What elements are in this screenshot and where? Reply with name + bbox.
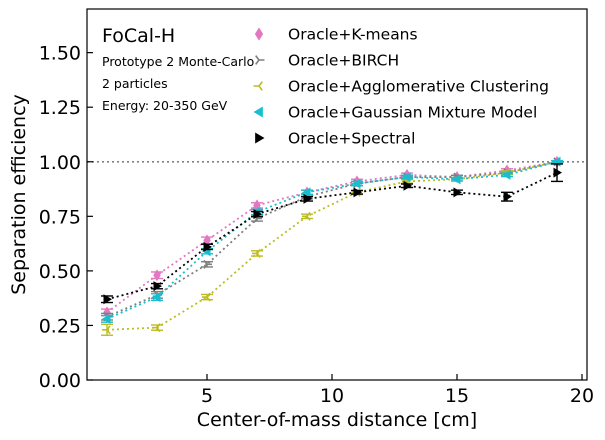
legend-label: Oracle+BIRCH [288,52,399,70]
series-line [106,160,558,320]
data-point [152,323,161,333]
legend: Oracle+K-means Oracle+BIRCH Oracle+Agglome… [253,26,549,148]
data-point [102,325,111,335]
data-point [302,211,311,221]
series-3 [101,156,563,324]
x-tick-label: 10 [320,385,344,407]
y-tick-label: 0.00 [39,370,81,392]
axis-ticks: 5 10 15 20 0.00 0.25 0.50 0.75 1.00 1.25 1.50 [39,43,594,407]
annotation-block: FoCal-H Prototype 2 Monte-Carlo 2 partic… [102,25,254,113]
data-point [202,292,211,302]
data-point [203,241,212,252]
x-axis-label: Center-of-mass distance [cm] [197,409,477,431]
data-point [302,187,311,198]
y-tick-label: 1.00 [39,152,81,174]
y-tick-label: 0.50 [39,261,81,283]
annotation-title: FoCal-H [102,25,175,47]
annotation-line-1: Prototype 2 Monte-Carlo [102,54,254,69]
data-point [103,294,112,305]
legend-item: Oracle+K-means [254,26,418,44]
annotation-line-3: Energy: 20-350 GeV [102,98,228,113]
legend-label: Oracle+Agglomerative Clustering [288,78,549,96]
data-point [502,169,511,180]
legend-marker [254,27,264,41]
x-tick-label: 15 [445,385,469,407]
series-2 [101,157,563,336]
y-axis-label: Separation efficiency [8,94,30,295]
y-tick-label: 1.25 [39,97,81,119]
x-tick-label: 5 [201,385,213,407]
series-0 [101,155,563,319]
y-tick-label: 0.25 [39,315,81,337]
legend-item: Oracle+Spectral [255,130,415,148]
legend-marker [253,81,263,91]
series-4 [101,163,563,305]
legend-label: Oracle+Gaussian Mixture Model [288,104,537,122]
data-point [102,313,111,324]
legend-item: Oracle+BIRCH [255,52,399,70]
legend-item: Oracle+Gaussian Mixture Model [253,104,537,122]
series-line [106,160,558,331]
data-point [303,193,312,204]
data-point [402,172,411,183]
y-tick-label: 1.50 [39,43,81,65]
series-1 [101,157,563,322]
legend-marker [253,106,263,118]
legend-marker [255,132,265,144]
data-point [553,167,562,178]
data-point [352,178,361,189]
series-layer [101,155,563,336]
data-point [453,187,462,198]
legend-label: Oracle+K-means [288,26,418,44]
annotation-line-2: 2 particles [102,76,168,91]
legend-marker [255,55,265,65]
x-tick-label: 20 [570,385,594,407]
series-line [106,160,558,314]
y-tick-label: 0.75 [39,206,81,228]
data-point [253,209,262,220]
data-point [152,292,161,303]
series-line [106,160,558,318]
data-point [153,269,161,282]
data-point [503,191,512,202]
data-point [403,180,412,191]
data-point [203,259,212,269]
plot-frame [86,8,588,381]
series-line [106,171,558,301]
legend-item: Oracle+Agglomerative Clustering [253,78,549,96]
data-point [353,187,362,198]
data-point [452,174,461,185]
legend-label: Oracle+Spectral [288,130,415,148]
data-point [153,281,162,292]
data-point [252,248,261,258]
